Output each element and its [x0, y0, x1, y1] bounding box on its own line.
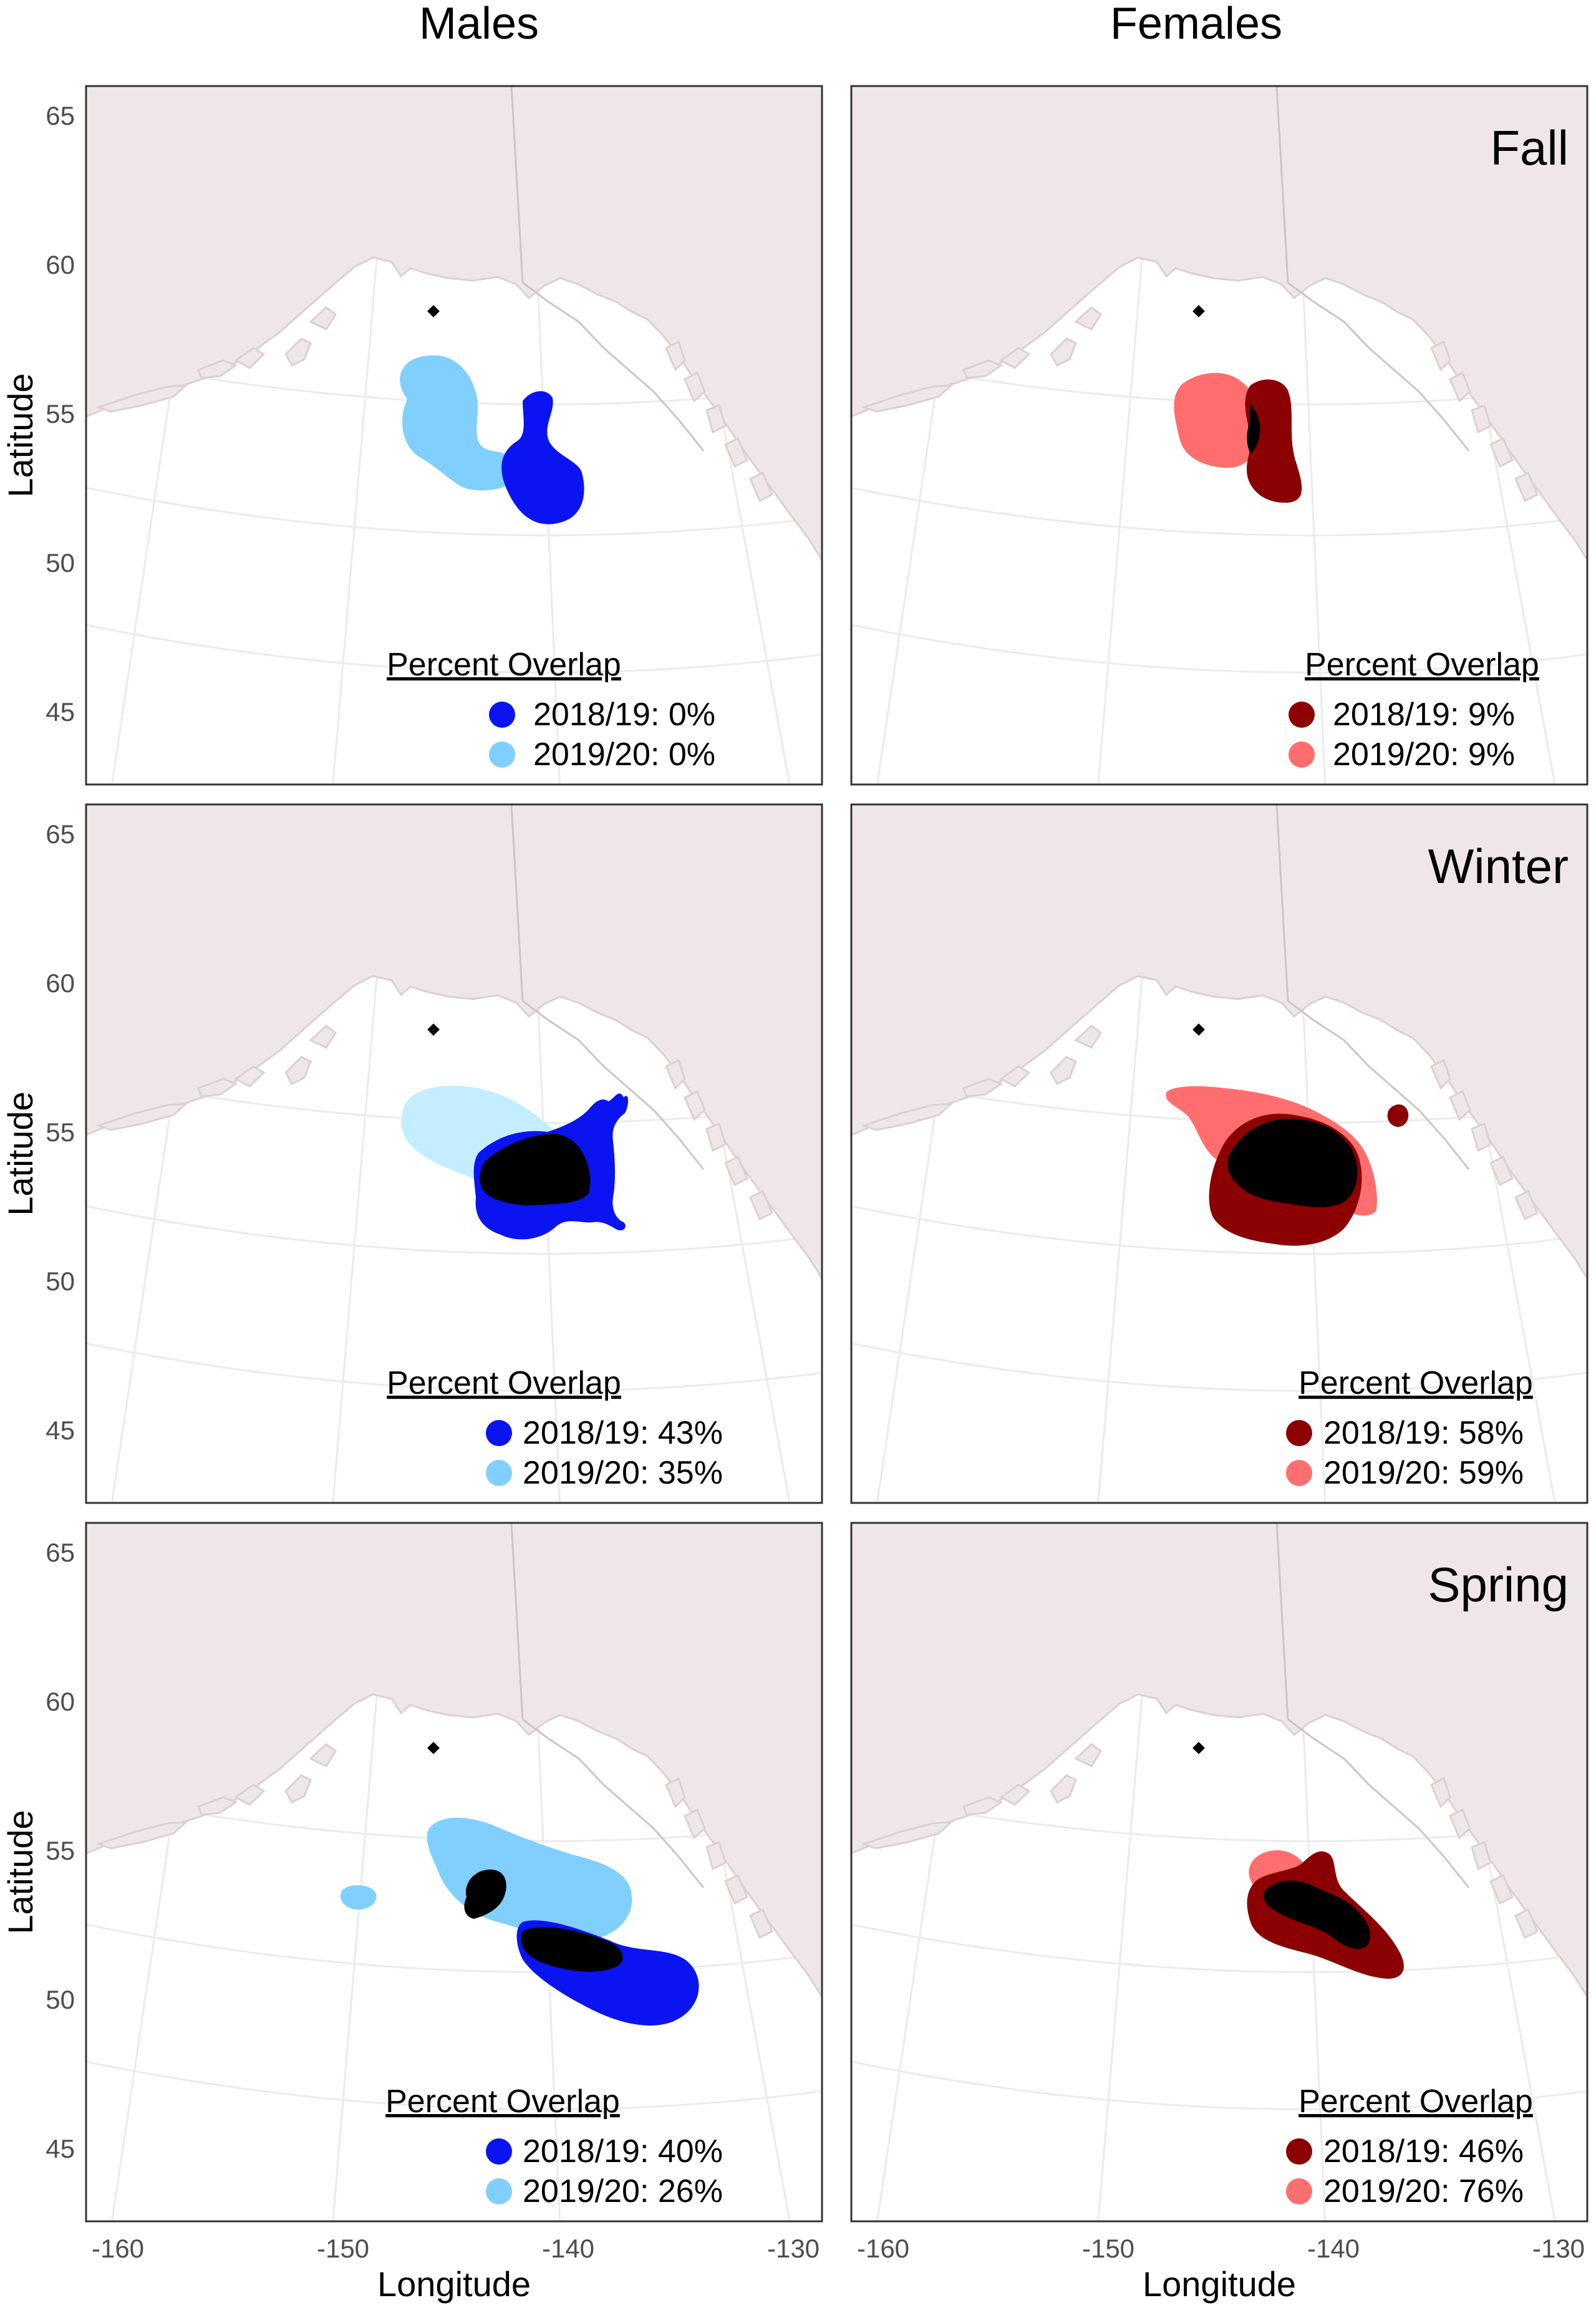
- legend-entry-2018-19: 2018/19: 58%: [1323, 1415, 1524, 1451]
- y-tick-label: 50: [46, 1267, 75, 1296]
- overlap-area: [1227, 1118, 1358, 1207]
- legend-swatch-2019-20: [489, 741, 515, 768]
- legend-swatch-2019-20: [1286, 2178, 1312, 2204]
- y-axis-title: Latitude: [1, 373, 40, 497]
- home-range-2019-20: [1174, 372, 1261, 468]
- y-tick-label: 50: [46, 548, 75, 577]
- legend-females-spring: Percent Overlap 2018/19: 46% 2019/20: 76…: [1286, 2083, 1533, 2209]
- panel-males-spring: [85, 1522, 823, 2223]
- x-tick-label: -140: [542, 2234, 594, 2263]
- y-tick-label: 60: [46, 1687, 75, 1716]
- y-tick-label: 65: [46, 819, 75, 849]
- y-tick-label: 65: [46, 101, 75, 130]
- legend-entry-2019-20: 2019/20: 9%: [1333, 736, 1515, 773]
- x-axis-title: Longitude: [377, 2264, 531, 2304]
- legend-swatch-2018-19: [486, 1420, 512, 1446]
- x-tick-label: -130: [1532, 2234, 1585, 2263]
- overlap-area: [480, 1134, 591, 1205]
- legend-entry-2018-19: 2018/19: 46%: [1323, 2133, 1524, 2170]
- x-axis-males: -160 -150 -140 -130 Longitude: [92, 2234, 820, 2304]
- overlap-area: [1264, 1880, 1371, 1949]
- overlap-area-2: [521, 1927, 623, 1972]
- x-tick-label: -130: [767, 2234, 820, 2263]
- legend-swatch-2019-20: [486, 2178, 512, 2204]
- x-tick-label: -160: [92, 2234, 144, 2263]
- x-tick-label: -160: [857, 2234, 909, 2263]
- legend-swatch-2018-19: [1289, 702, 1315, 728]
- panel-females-winter: Winter: [850, 803, 1589, 1504]
- y-tick-label: 55: [46, 399, 75, 428]
- x-tick-label: -150: [1082, 2234, 1134, 2263]
- legend-title: Percent Overlap: [1299, 1365, 1533, 1401]
- y-tick-label: 65: [46, 1538, 75, 1567]
- legend-title: Percent Overlap: [387, 1365, 621, 1401]
- legend-entry-2019-20: 2019/20: 35%: [523, 1455, 723, 1491]
- legend-entry-2018-19: 2018/19: 9%: [1333, 697, 1515, 733]
- legend-swatch-2018-19: [1286, 1420, 1312, 1446]
- home-range-2019-20-west: [340, 1885, 377, 1910]
- x-axis-title: Longitude: [1143, 2264, 1296, 2304]
- y-axis-row3: 65 60 55 50 45 Latitude: [1, 1538, 75, 2163]
- x-tick-label: -150: [317, 2234, 369, 2263]
- legend-males-spring: Percent Overlap 2018/19: 40% 2019/20: 26…: [385, 2083, 723, 2209]
- overlap-area: [1247, 404, 1260, 454]
- home-range-2018-19: [1245, 379, 1302, 503]
- season-label: Fall: [1490, 120, 1569, 175]
- legend-swatch-2019-20: [1289, 741, 1315, 768]
- legend-entry-2018-19: 2018/19: 43%: [523, 1415, 723, 1451]
- x-tick-label: -140: [1307, 2234, 1360, 2263]
- legend-males-winter: Percent Overlap 2018/19: 43% 2019/20: 35…: [387, 1365, 723, 1491]
- legend-swatch-2019-20: [1286, 1460, 1312, 1486]
- legend-entry-2019-20: 2019/20: 59%: [1323, 1455, 1524, 1491]
- x-axis-females: -160 -150 -140 -130 Longitude: [857, 2234, 1585, 2304]
- legend-entry-2019-20: 2019/20: 76%: [1323, 2173, 1524, 2209]
- column-title-males: Males: [419, 0, 539, 49]
- y-tick-label: 55: [46, 1836, 75, 1865]
- y-tick-label: 50: [46, 1985, 75, 2014]
- panel-males-winter: [85, 803, 823, 1504]
- legend-entry-2018-19: 2018/19: 0%: [533, 697, 715, 733]
- y-tick-label: 60: [46, 968, 75, 998]
- legend-entry-2019-20: 2019/20: 0%: [533, 736, 715, 773]
- season-label: Winter: [1428, 839, 1569, 894]
- y-tick-label: 45: [46, 697, 75, 727]
- y-tick-label: 55: [46, 1118, 75, 1147]
- legend-females-fall: Percent Overlap 2018/19: 9% 2019/20: 9%: [1289, 647, 1539, 773]
- home-range-2019-20: [400, 355, 518, 491]
- y-tick-label: 45: [46, 2134, 75, 2163]
- legend-swatch-2018-19: [489, 702, 515, 728]
- legend-title: Percent Overlap: [1299, 2083, 1533, 2120]
- legend-swatch-2019-20: [486, 1460, 512, 1486]
- season-label: Spring: [1428, 1557, 1569, 1612]
- y-axis-row1: 65 60 55 50 45 Latitude: [1, 101, 75, 727]
- legend-entry-2019-20: 2019/20: 26%: [523, 2173, 723, 2209]
- panel-males-fall: [85, 85, 823, 786]
- legend-females-winter: Percent Overlap 2018/19: 58% 2019/20: 59…: [1286, 1365, 1533, 1491]
- overlap-area-1: [464, 1869, 506, 1919]
- home-range-2018-19-east: [1387, 1104, 1409, 1127]
- panel-females-fall: Fall: [850, 85, 1589, 786]
- legend-entry-2018-19: 2018/19: 40%: [523, 2133, 723, 2170]
- y-axis-title: Latitude: [1, 1091, 40, 1215]
- y-axis-title: Latitude: [1, 1810, 40, 1934]
- y-tick-label: 45: [46, 1416, 75, 1445]
- legend-title: Percent Overlap: [385, 2083, 620, 2120]
- legend-swatch-2018-19: [486, 2138, 512, 2165]
- legend-males-fall: Percent Overlap 2018/19: 0% 2019/20: 0%: [387, 647, 715, 773]
- panel-females-spring: Spring: [850, 1522, 1589, 2223]
- y-tick-label: 60: [46, 250, 75, 279]
- column-title-females: Females: [1110, 0, 1282, 49]
- legend-title: Percent Overlap: [387, 647, 621, 683]
- legend-swatch-2018-19: [1286, 2138, 1312, 2165]
- legend-title: Percent Overlap: [1305, 647, 1539, 683]
- y-axis-row2: 65 60 55 50 45 Latitude: [1, 819, 75, 1445]
- home-range-2018-19: [501, 391, 584, 524]
